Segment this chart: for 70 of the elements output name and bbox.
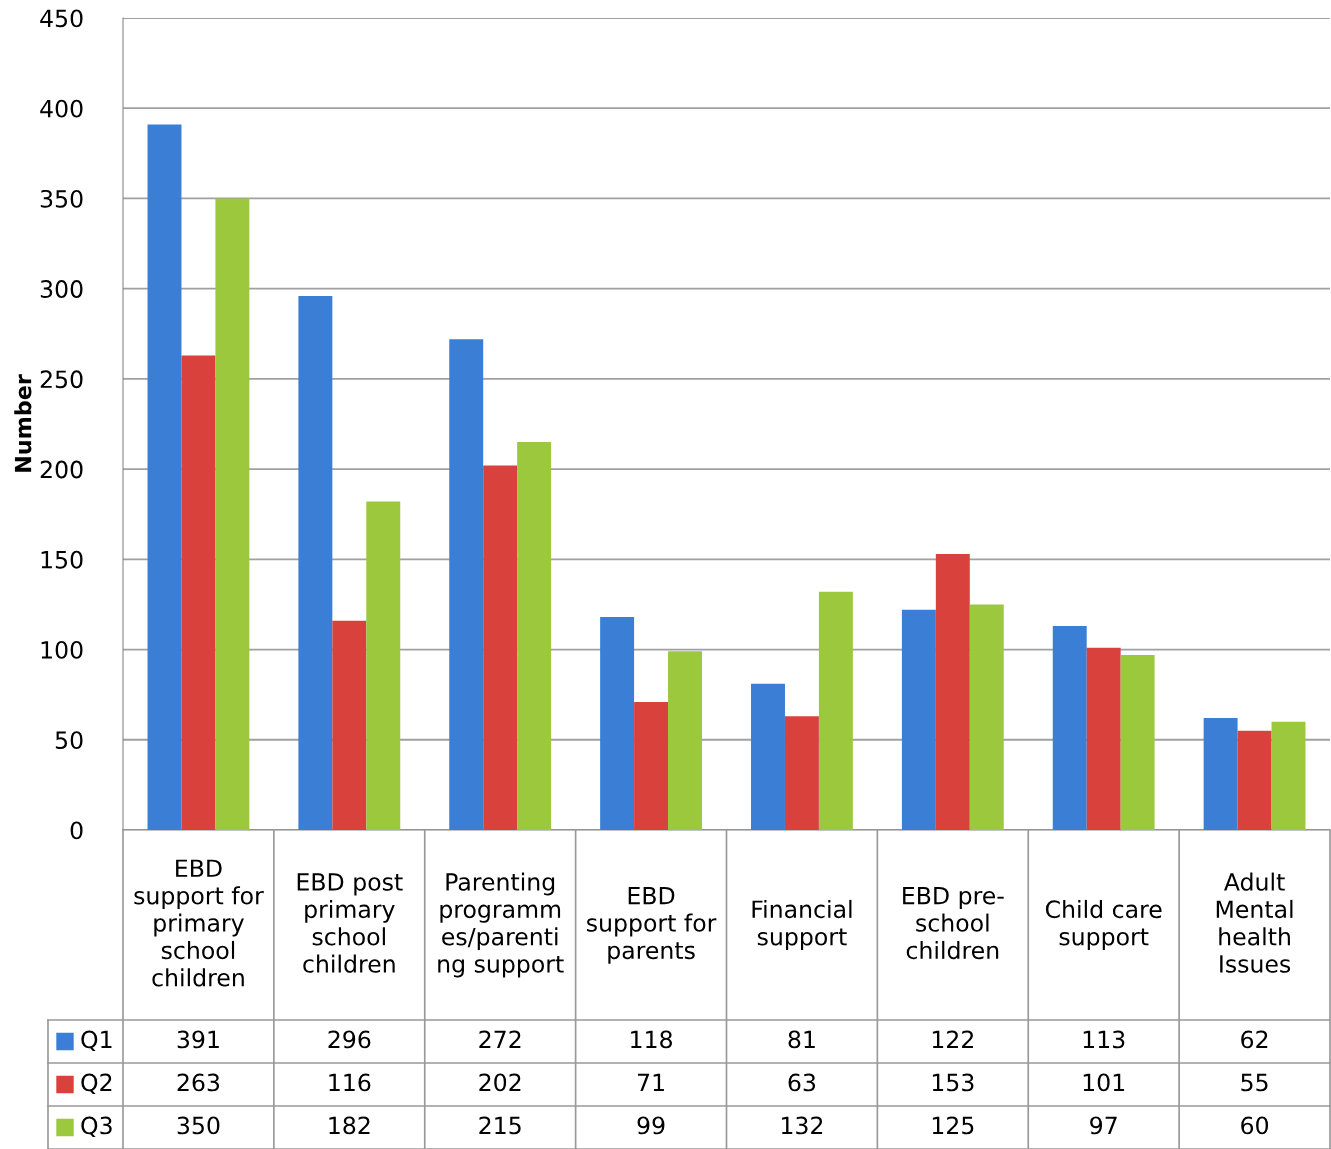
data-label: 55 bbox=[1241, 1073, 1268, 1092]
y-tick-label: 350 bbox=[40, 189, 83, 208]
data-label: 116 bbox=[329, 1073, 371, 1092]
bar bbox=[969, 604, 1004, 830]
y-tick-label: 200 bbox=[40, 460, 83, 479]
legend-label: Q1 bbox=[81, 1030, 112, 1052]
bar bbox=[784, 716, 819, 830]
bar bbox=[298, 295, 333, 830]
data-label: 62 bbox=[1241, 1030, 1268, 1049]
bar bbox=[517, 442, 552, 830]
data-label: 63 bbox=[788, 1073, 816, 1092]
bar bbox=[751, 683, 785, 830]
y-tick-label: 50 bbox=[55, 731, 83, 750]
data-label: 101 bbox=[1083, 1073, 1125, 1092]
y-tick-label: 300 bbox=[40, 280, 83, 298]
data-label: 99 bbox=[637, 1116, 665, 1135]
data-label: 60 bbox=[1241, 1116, 1269, 1135]
data-label: 113 bbox=[1083, 1030, 1125, 1049]
data-label: 132 bbox=[782, 1116, 823, 1135]
data-label: 182 bbox=[329, 1116, 370, 1135]
x-tick-label: EBD support for parents bbox=[587, 886, 717, 964]
bar bbox=[901, 609, 936, 830]
bar bbox=[818, 591, 853, 830]
legend-label: Q2 bbox=[81, 1073, 112, 1095]
bar bbox=[935, 553, 970, 830]
data-label: 153 bbox=[932, 1073, 974, 1092]
bar bbox=[181, 355, 216, 830]
bar bbox=[1052, 626, 1087, 830]
bar bbox=[634, 701, 669, 830]
y-tick-label: 250 bbox=[40, 370, 83, 389]
data-label: 125 bbox=[932, 1116, 974, 1135]
bar bbox=[332, 620, 367, 830]
data-label: 272 bbox=[479, 1030, 521, 1049]
bar bbox=[483, 465, 518, 830]
data-label: 122 bbox=[932, 1030, 973, 1049]
bar bbox=[1203, 718, 1238, 830]
data-label: 263 bbox=[177, 1073, 220, 1092]
x-tick-label: Financial support bbox=[752, 899, 852, 951]
legend-label: Q3 bbox=[81, 1116, 112, 1138]
y-tick-label: 400 bbox=[40, 99, 83, 118]
x-tick-label: Parenting programm es/parenti ng support bbox=[438, 872, 564, 978]
data-label: 202 bbox=[479, 1073, 521, 1092]
x-tick-label: EBD post primary school children bbox=[297, 873, 403, 973]
bar bbox=[147, 124, 182, 830]
bar bbox=[215, 198, 250, 830]
x-tick-label: Child care support bbox=[1045, 899, 1162, 951]
data-label: 97 bbox=[1090, 1116, 1117, 1135]
y-tick-label: 0 bbox=[70, 821, 83, 840]
bar bbox=[600, 617, 635, 830]
bar bbox=[1086, 647, 1121, 830]
bar bbox=[1271, 721, 1306, 830]
y-tick-label: 150 bbox=[41, 550, 83, 569]
y-axis-title: Number bbox=[14, 374, 32, 472]
x-tick-label: EBD support for primary school children bbox=[134, 859, 264, 987]
bar bbox=[1120, 654, 1155, 830]
data-label: 296 bbox=[328, 1030, 371, 1049]
bar bbox=[668, 651, 702, 830]
data-label: 350 bbox=[177, 1116, 220, 1135]
bar bbox=[1237, 730, 1272, 830]
data-label: 71 bbox=[637, 1073, 664, 1092]
data-label: 215 bbox=[479, 1116, 521, 1135]
x-tick-label: EBD pre- school children bbox=[903, 886, 1004, 960]
data-label: 118 bbox=[631, 1030, 672, 1049]
bar bbox=[449, 339, 484, 830]
data-label: 81 bbox=[788, 1030, 815, 1049]
data-label: 391 bbox=[177, 1030, 219, 1049]
y-tick-label: 100 bbox=[41, 641, 83, 659]
bar bbox=[366, 501, 401, 830]
x-tick-label: Adult Mental health Issues bbox=[1216, 872, 1293, 973]
y-tick-label: 450 bbox=[40, 9, 83, 28]
